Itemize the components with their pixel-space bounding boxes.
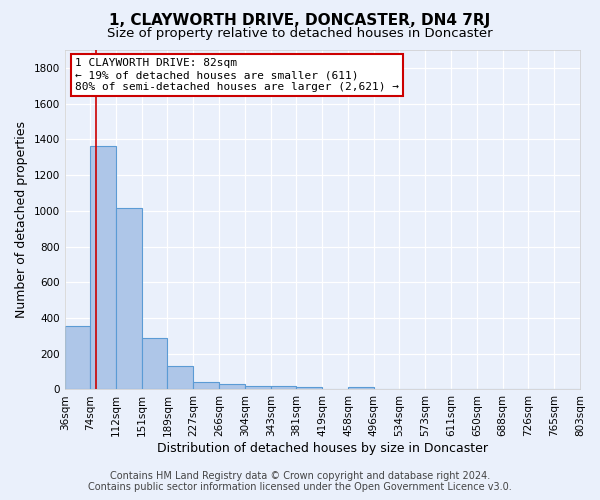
Bar bbox=[65, 326, 90, 390]
Bar bbox=[296, 387, 322, 390]
X-axis label: Distribution of detached houses by size in Doncaster: Distribution of detached houses by size … bbox=[157, 442, 488, 455]
Text: Contains HM Land Registry data © Crown copyright and database right 2024.
Contai: Contains HM Land Registry data © Crown c… bbox=[88, 471, 512, 492]
Bar bbox=[90, 146, 116, 390]
Bar bbox=[219, 384, 245, 390]
Bar bbox=[116, 208, 142, 390]
Bar bbox=[167, 366, 193, 390]
Bar bbox=[193, 382, 219, 390]
Bar bbox=[142, 338, 167, 390]
Text: 1, CLAYWORTH DRIVE, DONCASTER, DN4 7RJ: 1, CLAYWORTH DRIVE, DONCASTER, DN4 7RJ bbox=[109, 12, 491, 28]
Bar bbox=[245, 386, 271, 390]
Bar bbox=[271, 386, 296, 390]
Text: 1 CLAYWORTH DRIVE: 82sqm
← 19% of detached houses are smaller (611)
80% of semi-: 1 CLAYWORTH DRIVE: 82sqm ← 19% of detach… bbox=[75, 58, 399, 92]
Text: Size of property relative to detached houses in Doncaster: Size of property relative to detached ho… bbox=[107, 28, 493, 40]
Bar bbox=[348, 387, 374, 390]
Y-axis label: Number of detached properties: Number of detached properties bbox=[15, 121, 28, 318]
